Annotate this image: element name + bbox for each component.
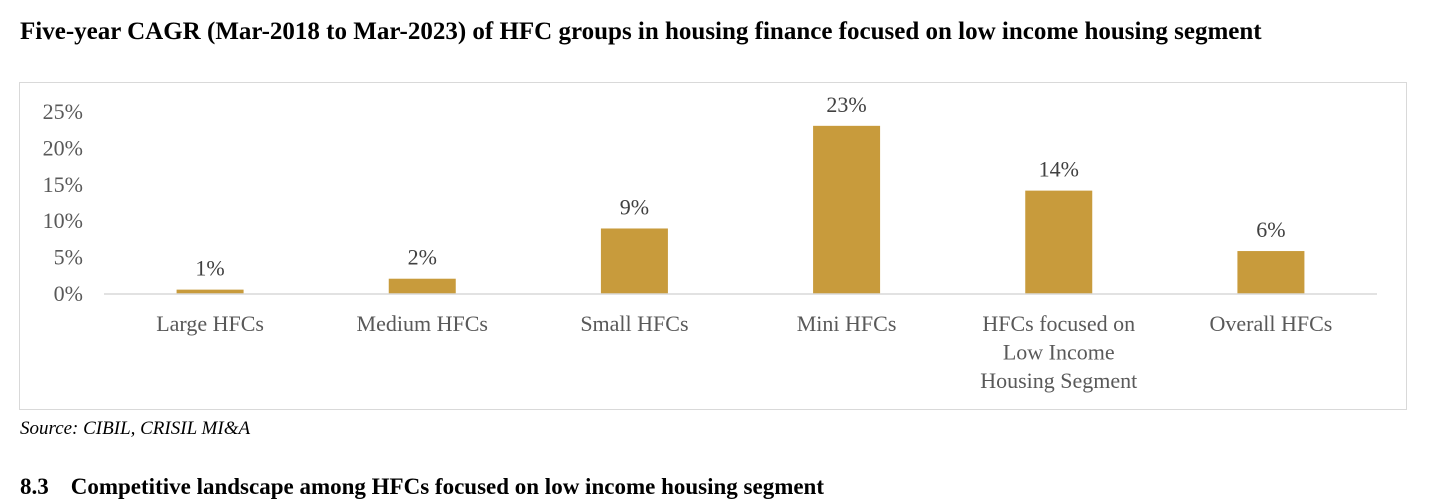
x-tick-label: Medium HFCs	[357, 311, 488, 336]
x-tick-label: Mini HFCs	[797, 311, 897, 336]
x-tick-label-line: Low Income	[1003, 340, 1115, 365]
data-label: 2%	[408, 245, 437, 270]
x-tick-label: HFCs focused on Low Income Housing Segment	[980, 311, 1137, 393]
bar	[1237, 251, 1305, 294]
data-label: 14%	[1039, 157, 1079, 182]
y-tick-label: 15%	[43, 172, 83, 197]
chart-title: Five-year CAGR (Mar-2018 to Mar-2023) of…	[20, 18, 1262, 45]
chart-frame	[19, 82, 1407, 410]
bar	[1025, 190, 1093, 294]
section-title: Competitive landscape among HFCs focused…	[70, 474, 825, 499]
data-label: 1%	[195, 256, 224, 281]
y-tick-label: 0%	[54, 281, 83, 306]
section-heading: 8.3 Competitive landscape among HFCs focu…	[20, 474, 824, 500]
bar	[176, 289, 244, 294]
data-label: 23%	[826, 92, 866, 117]
source-note: Source: CIBIL, CRISIL MI&A	[20, 418, 251, 439]
x-tick-label: Large HFCs	[156, 311, 264, 336]
x-tick-label-line: HFCs focused on	[982, 311, 1135, 336]
x-tick-label-line: Housing Segment	[980, 368, 1137, 393]
x-tick-label-line: Overall HFCs	[1210, 311, 1333, 336]
section-number: 8.3	[20, 474, 49, 499]
y-tick-label: 5%	[54, 245, 83, 270]
y-tick-label: 20%	[43, 135, 83, 160]
x-tick-label-line: Mini HFCs	[797, 311, 897, 336]
x-tick-label-line: Medium HFCs	[357, 311, 488, 336]
y-tick-label: 25%	[43, 99, 83, 124]
bar	[388, 278, 456, 294]
x-tick-label-line: Large HFCs	[156, 311, 264, 336]
x-tick-label: Small HFCs	[580, 311, 688, 336]
x-tick-label: Overall HFCs	[1210, 311, 1333, 336]
bar	[600, 228, 668, 294]
data-label: 9%	[620, 194, 649, 219]
x-tick-label-line: Small HFCs	[580, 311, 688, 336]
bar	[813, 125, 881, 294]
data-label: 6%	[1256, 217, 1285, 242]
y-tick-label: 10%	[43, 208, 83, 233]
